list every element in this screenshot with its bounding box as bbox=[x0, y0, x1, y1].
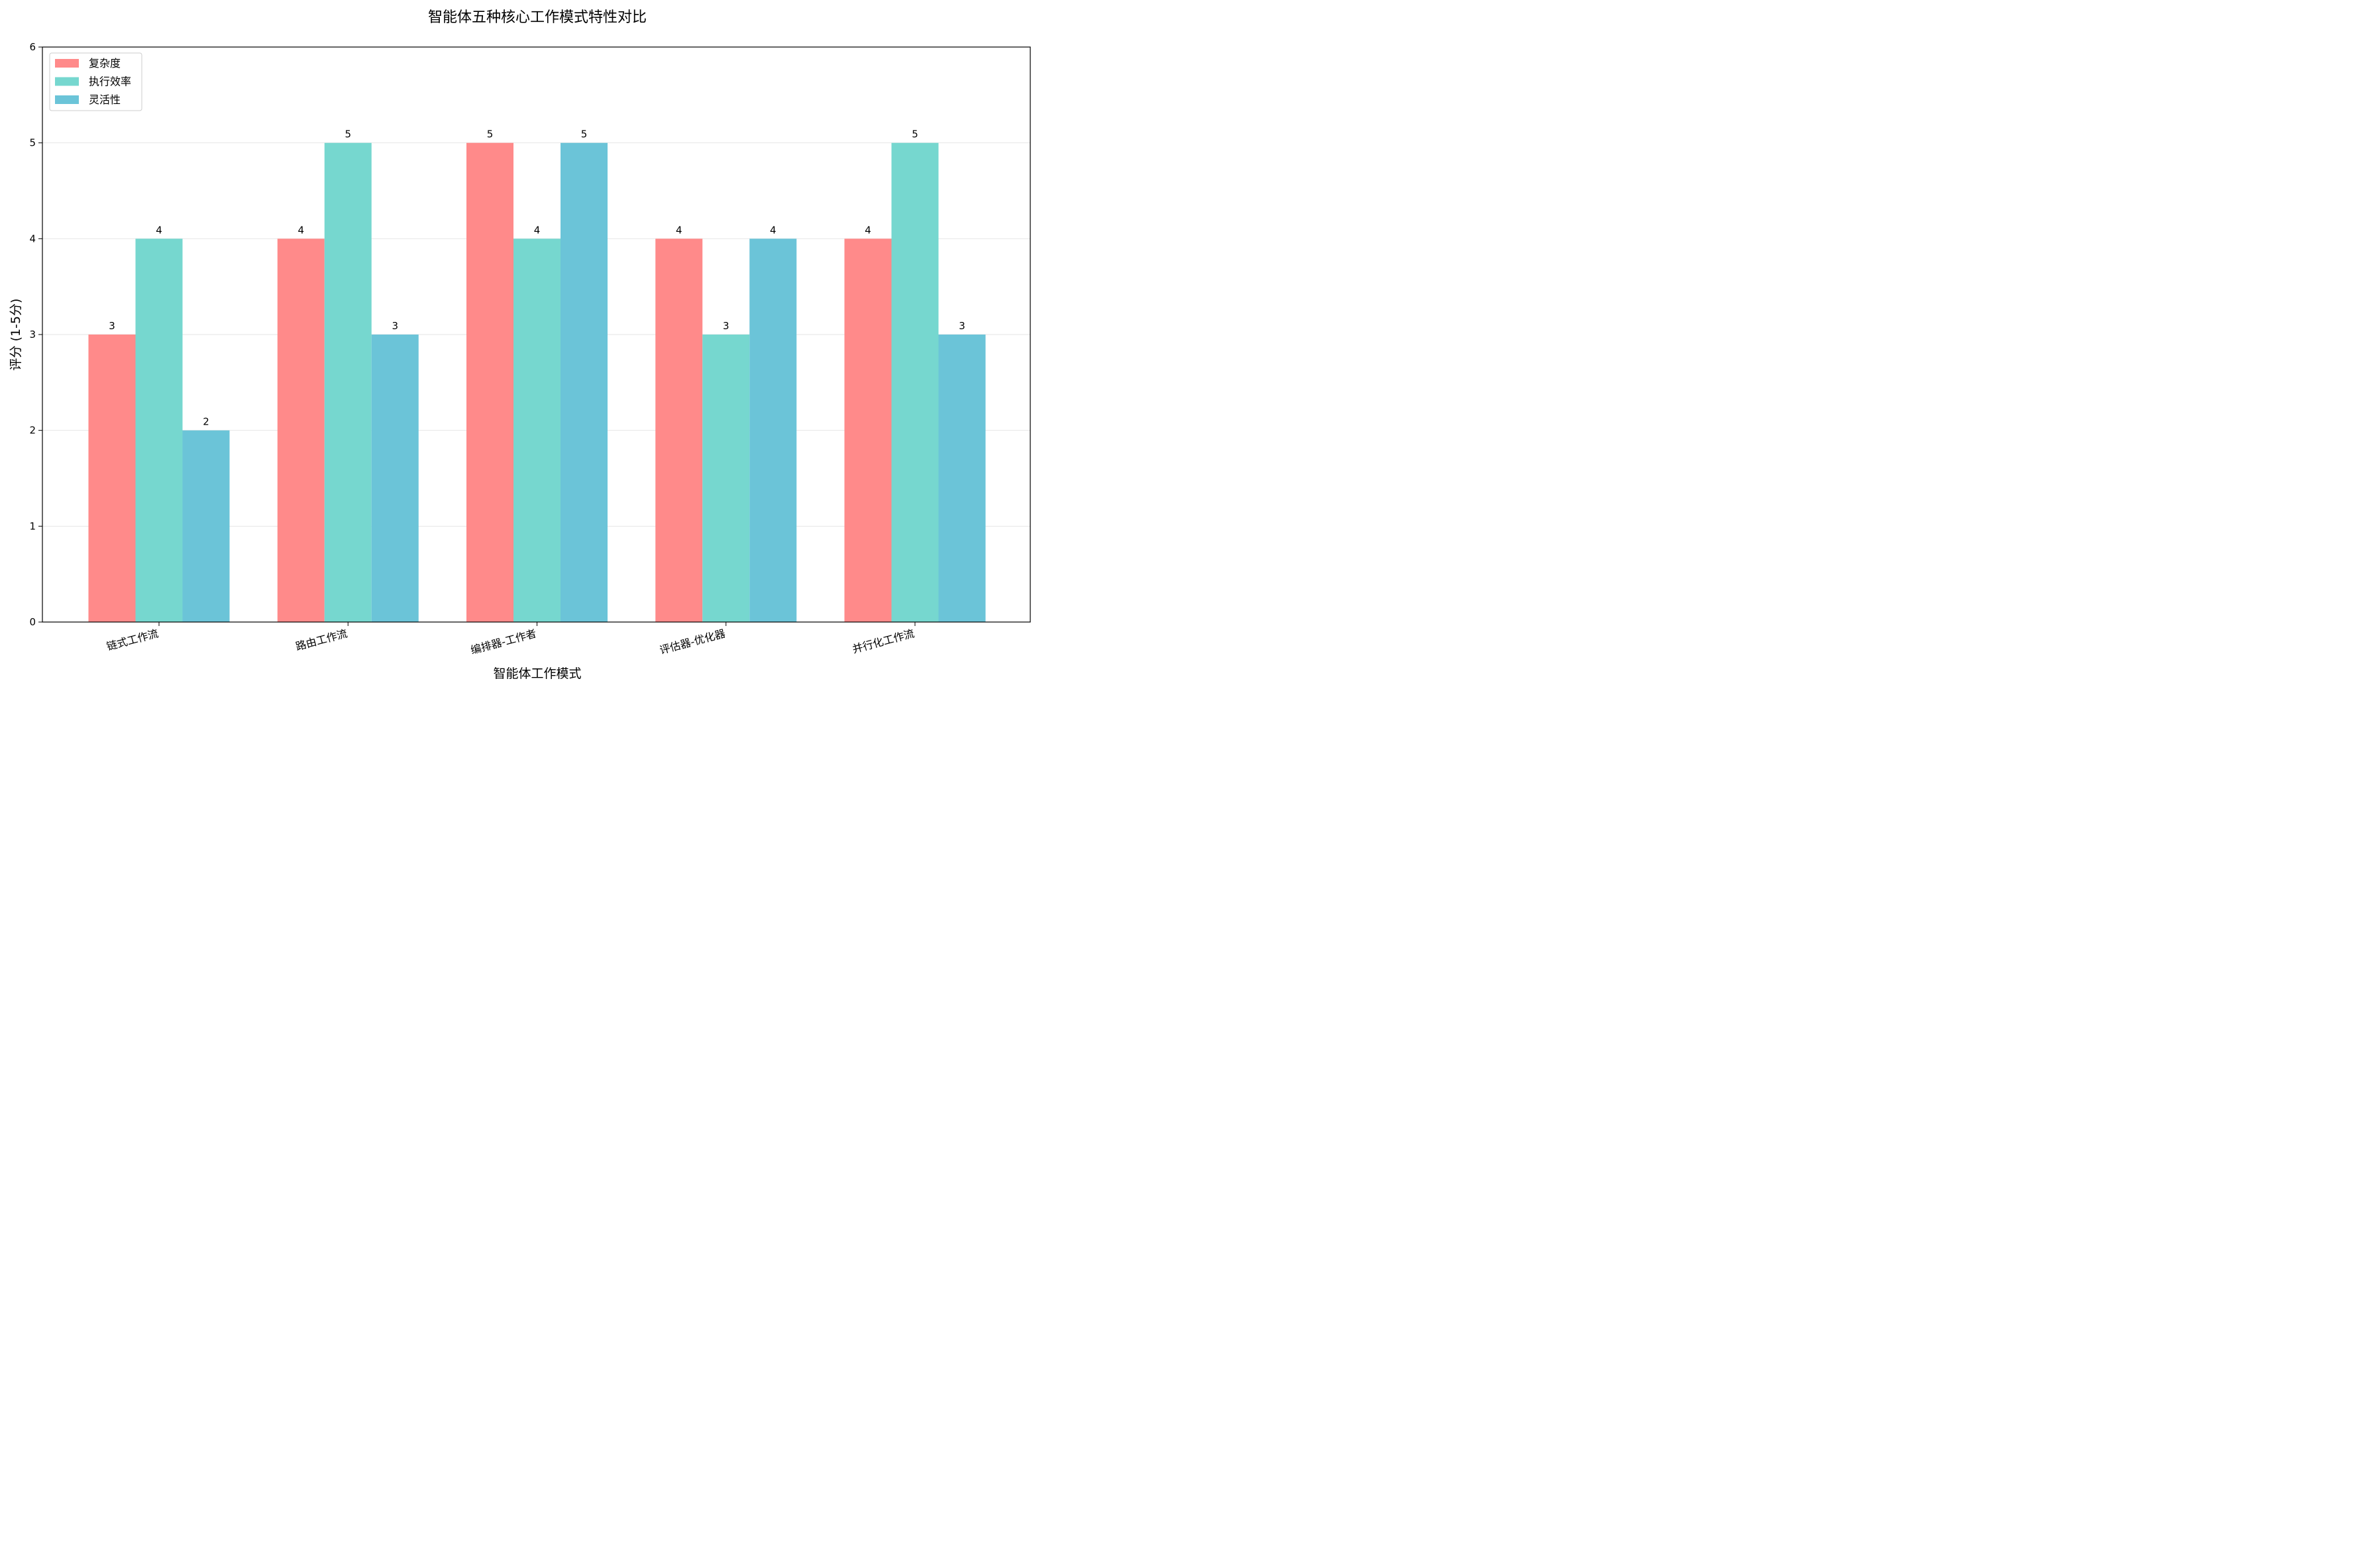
bar bbox=[371, 335, 419, 622]
x-tick-label: 路由工作流 bbox=[294, 627, 349, 653]
legend-swatch bbox=[55, 59, 79, 68]
y-tick-label: 4 bbox=[29, 233, 36, 244]
bar bbox=[938, 335, 986, 622]
bar-value-label: 5 bbox=[487, 129, 494, 140]
bar-value-label: 5 bbox=[581, 129, 588, 140]
x-tick-label: 并行化工作流 bbox=[851, 627, 916, 656]
y-tick-label: 3 bbox=[29, 329, 36, 340]
bar-value-label: 2 bbox=[203, 416, 209, 428]
bar bbox=[88, 335, 136, 622]
bar-value-label: 3 bbox=[392, 320, 398, 332]
bar bbox=[702, 335, 750, 622]
x-axis: 链式工作流 路由工作流 编排器-工作者 评估器-优化器 并行化工作流 bbox=[105, 622, 916, 656]
bar-value-label: 5 bbox=[345, 129, 351, 140]
bar bbox=[277, 238, 325, 622]
legend-label: 灵活性 bbox=[89, 93, 121, 106]
bar bbox=[324, 142, 372, 622]
bar-value-label: 3 bbox=[723, 320, 729, 332]
bar bbox=[891, 142, 939, 622]
y-tick-label: 6 bbox=[29, 41, 36, 53]
bar bbox=[466, 142, 513, 622]
y-tick-label: 1 bbox=[29, 520, 36, 532]
bar-value-label: 3 bbox=[109, 320, 115, 332]
value-labels: 3 4 5 4 4 4 5 4 3 5 2 3 5 4 3 bbox=[109, 129, 965, 428]
bar-value-label: 4 bbox=[156, 224, 162, 236]
bar bbox=[182, 430, 230, 622]
bar bbox=[749, 238, 797, 622]
chart-title: 智能体五种核心工作模式特性对比 bbox=[428, 9, 647, 26]
legend-swatch bbox=[55, 77, 79, 86]
y-axis: 0 1 2 3 4 5 6 bbox=[29, 41, 42, 628]
bar-value-label: 4 bbox=[770, 224, 777, 236]
bar-value-label: 4 bbox=[297, 224, 304, 236]
bar bbox=[655, 238, 703, 622]
bar bbox=[561, 142, 608, 622]
legend-label: 复杂度 bbox=[89, 57, 121, 70]
bar-value-label: 4 bbox=[676, 224, 682, 236]
y-axis-title: 评分 (1-5分) bbox=[9, 299, 23, 371]
bar-value-label: 5 bbox=[912, 129, 918, 140]
y-tick-label: 0 bbox=[29, 616, 36, 628]
bar-value-label: 4 bbox=[865, 224, 871, 236]
x-tick-label: 编排器-工作者 bbox=[469, 627, 537, 657]
legend-label: 执行效率 bbox=[89, 76, 131, 88]
x-axis-title: 智能体工作模式 bbox=[493, 666, 581, 681]
x-tick-label: 评估器-优化器 bbox=[659, 627, 727, 657]
y-tick-label: 5 bbox=[29, 137, 36, 149]
y-tick-label: 2 bbox=[29, 425, 36, 437]
bar bbox=[844, 238, 892, 622]
bar-value-label: 4 bbox=[534, 224, 541, 236]
bar-value-label: 3 bbox=[959, 320, 965, 332]
legend-swatch bbox=[55, 95, 79, 104]
bar bbox=[513, 238, 561, 622]
bars bbox=[88, 142, 986, 622]
x-tick-label: 链式工作流 bbox=[105, 627, 160, 653]
bar bbox=[135, 238, 183, 622]
